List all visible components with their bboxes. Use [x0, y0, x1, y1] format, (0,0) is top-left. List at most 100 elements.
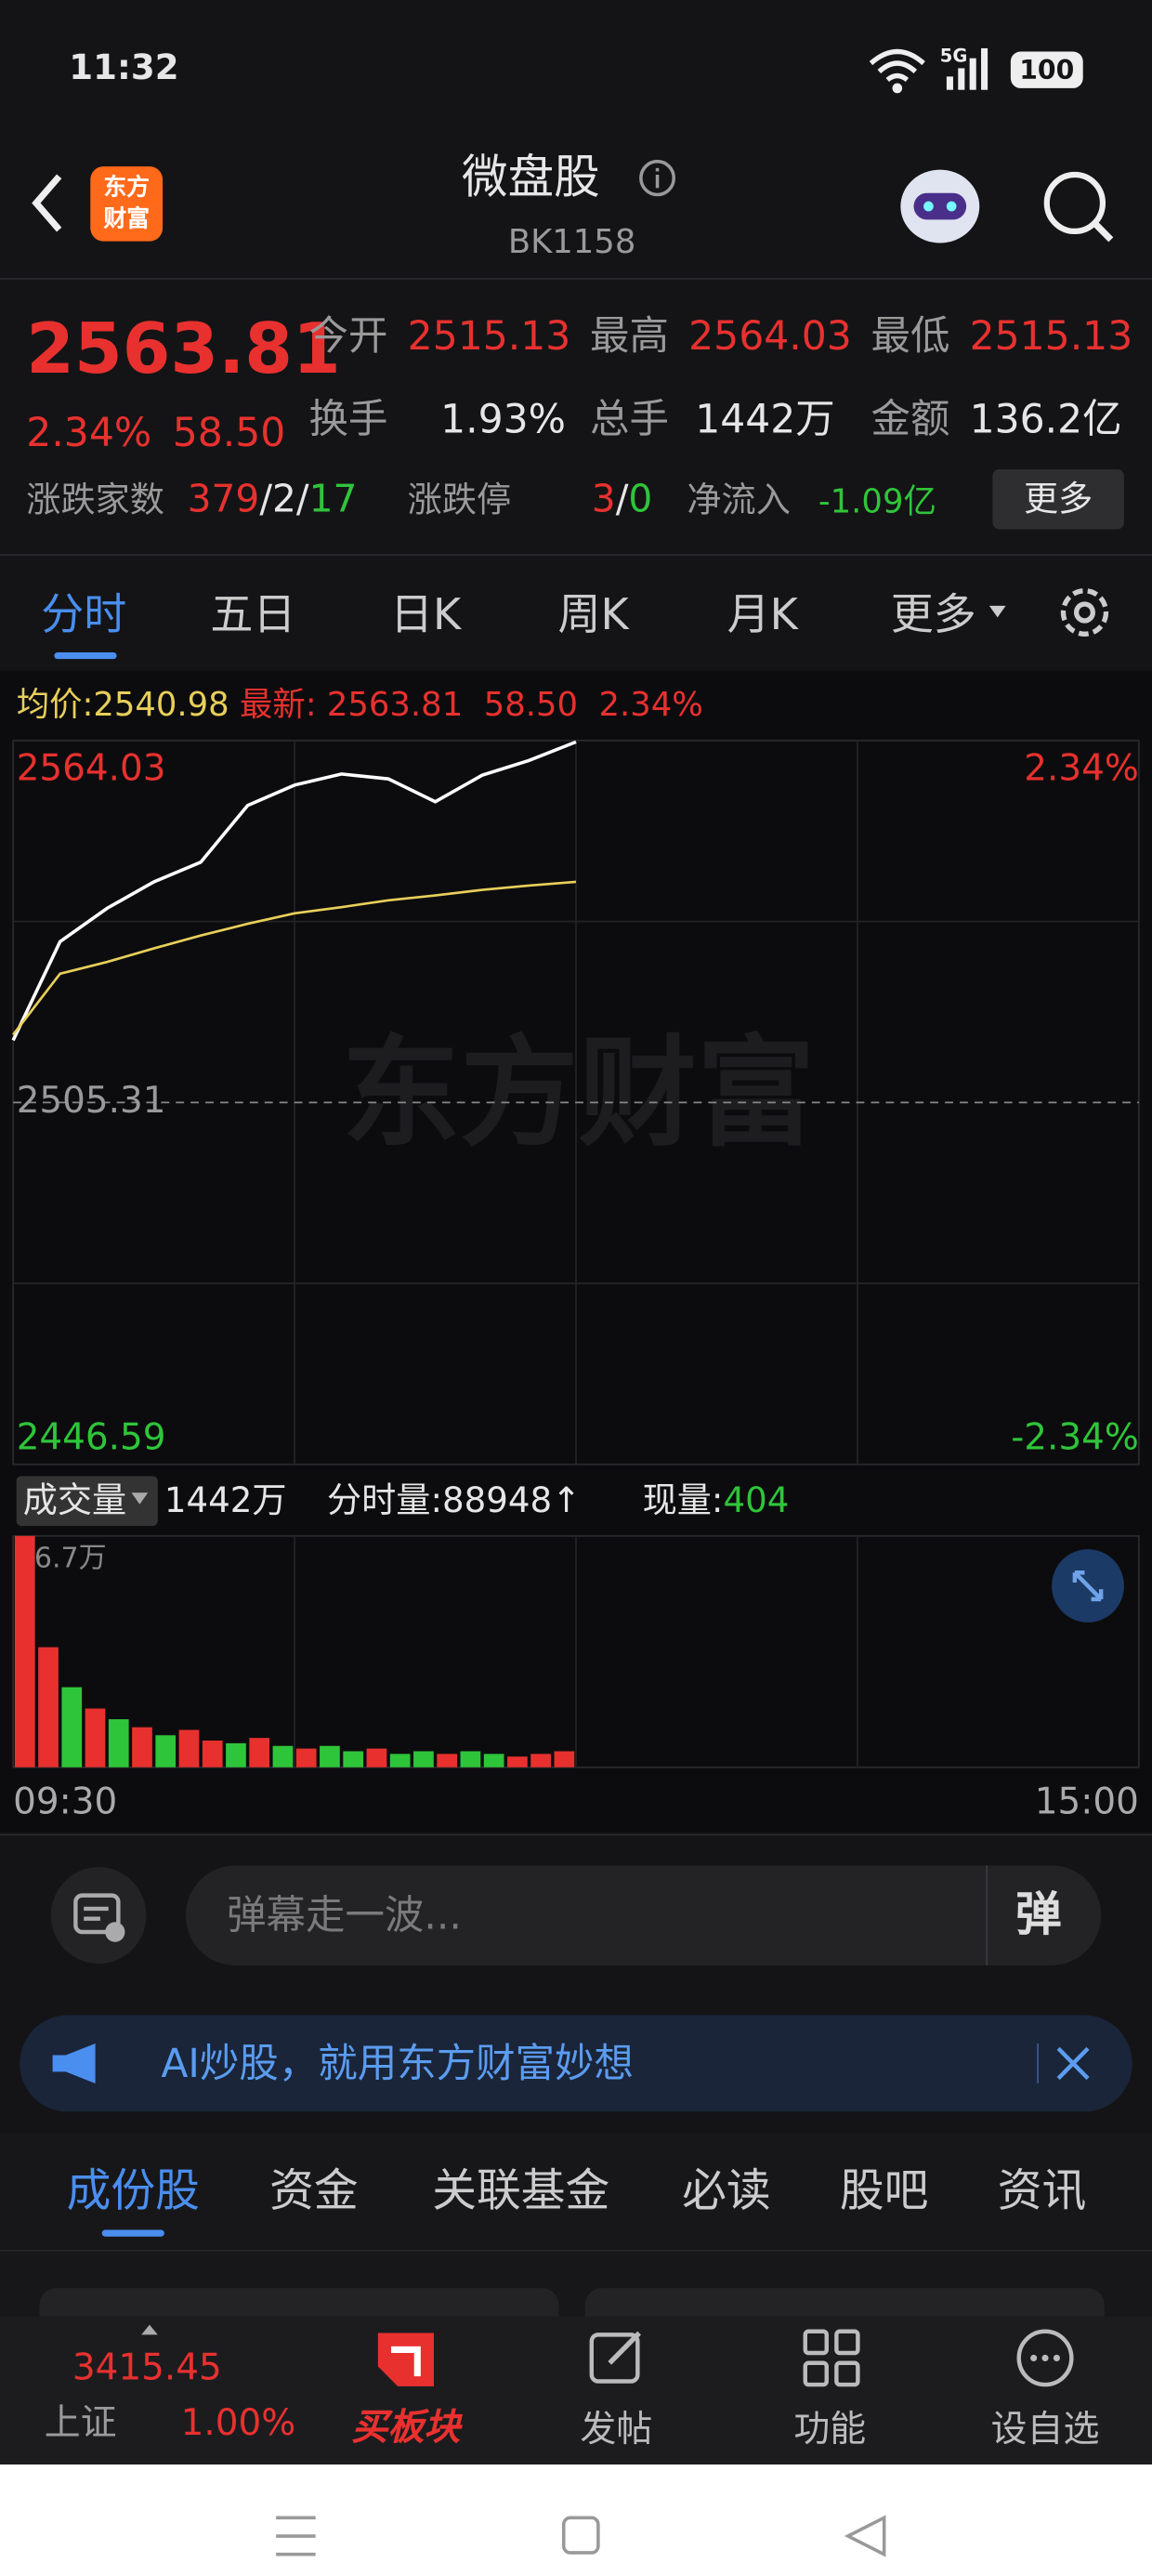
breadth-label: 涨跌家数 — [26, 480, 164, 520]
section-tab[interactable]: 成份股 — [66, 2165, 200, 2218]
y-tick-label: 2505.31 — [17, 1080, 166, 1122]
volume-bar — [272, 1745, 294, 1768]
volume-bar — [554, 1751, 575, 1768]
tab-indicator — [54, 651, 117, 660]
volume-bar — [437, 1754, 458, 1768]
divider — [0, 2250, 1152, 2252]
post[interactable]: 发帖 — [580, 2409, 653, 2451]
watchlist-icon — [1016, 2329, 1074, 2387]
volume-bar — [155, 1735, 177, 1768]
field-value: 1442万 — [695, 396, 835, 443]
volume-bar — [38, 1647, 59, 1768]
y2-tick-label: 2.34% — [1024, 747, 1139, 789]
danmaku-button[interactable]: 弹 — [1015, 1886, 1062, 1942]
expand-button[interactable] — [1050, 1547, 1125, 1623]
x-tick-label: 15:00 — [1035, 1781, 1139, 1822]
breadth: 379/2/17 — [187, 478, 358, 522]
field-label: 今开 — [308, 312, 388, 360]
limit: 3/0 — [591, 478, 653, 522]
volume-bar — [226, 1742, 246, 1768]
danmaku-input[interactable] — [185, 1865, 1102, 1965]
segment-label: 分时量: — [327, 1479, 442, 1520]
volume-bar — [413, 1751, 434, 1768]
section-tab[interactable]: 关联基金 — [432, 2165, 610, 2218]
current-volume: 现量:404 — [643, 1483, 790, 1518]
app-logo[interactable]: 东方 财富 — [90, 166, 164, 242]
avg-price: 2540.98 — [93, 683, 229, 724]
period-tab[interactable]: 月K — [727, 590, 798, 641]
back-button[interactable] — [23, 166, 72, 240]
danmaku-settings[interactable] — [49, 1865, 148, 1965]
change-pct: 2.34% — [26, 409, 152, 456]
system-nav — [0, 2464, 1152, 2576]
search-button[interactable] — [1039, 166, 1118, 246]
period-tab[interactable]: 更多 — [890, 590, 976, 641]
divider — [0, 278, 1152, 280]
volume-bar — [483, 1754, 504, 1768]
divider — [0, 1833, 1152, 1836]
limit-label: 涨跌停 — [407, 480, 512, 520]
status-time: 11:32 — [69, 47, 179, 88]
watchlist[interactable]: 设自选 — [990, 2409, 1100, 2451]
info-icon[interactable] — [637, 158, 676, 198]
latest-price: 2563.81 — [326, 683, 464, 724]
assistant-avatar[interactable] — [891, 160, 989, 253]
x-tick-label: 09:30 — [13, 1781, 117, 1822]
down-count: 17 — [308, 478, 358, 522]
volume-bar — [85, 1708, 106, 1768]
dropdown-arrow — [131, 1492, 149, 1505]
flat-count: 2 — [272, 478, 296, 522]
period-tab[interactable]: 五日 — [210, 590, 296, 641]
segment-volume: 分时量:88948↑ — [327, 1483, 581, 1518]
volume-bar — [366, 1748, 387, 1768]
period-tab[interactable]: 周K — [557, 590, 629, 641]
index-price[interactable]: 3415.45 — [72, 2347, 222, 2390]
functions[interactable]: 功能 — [793, 2409, 867, 2451]
limit-down: 0 — [628, 478, 653, 522]
section-tab[interactable]: 必读 — [682, 2165, 771, 2218]
ai-banner[interactable] — [20, 2015, 1132, 2112]
buy-sector[interactable]: 买板块 — [351, 2408, 461, 2450]
section-tab[interactable]: 股吧 — [839, 2165, 929, 2218]
settings-button[interactable] — [1055, 583, 1115, 642]
volume-selector[interactable] — [16, 1476, 158, 1527]
field-value: 2515.13 — [407, 312, 571, 360]
separator — [986, 1865, 988, 1965]
volume-bar — [132, 1727, 152, 1768]
section-tab[interactable]: 资金 — [269, 2165, 359, 2218]
separator — [1037, 2043, 1039, 2083]
change: 58.50 — [172, 409, 286, 456]
y-tick-label: 2564.03 — [17, 747, 166, 789]
field-value: 136.2亿 — [969, 396, 1122, 443]
functions-icon — [803, 2329, 860, 2387]
volume-bar — [460, 1751, 481, 1768]
field-label: 最低 — [871, 312, 950, 360]
banner-text: AI炒股，就用东方财富妙想 — [161, 2040, 634, 2087]
intraday-chart: 东方财富 2446.592505.312564.03-2.34%2.34%86.… — [11, 739, 1140, 1823]
divider — [0, 554, 1152, 557]
post-icon — [589, 2331, 641, 2384]
y-tick-label: 2446.59 — [17, 1416, 166, 1458]
volume-bar — [61, 1687, 83, 1768]
network: 5G — [940, 45, 967, 66]
bottom-bar — [0, 2316, 1152, 2465]
current-label: 现量: — [642, 1479, 724, 1520]
volume-bar — [530, 1754, 551, 1768]
field-value: 1.93% — [440, 396, 566, 443]
period-tab[interactable]: 日K — [390, 590, 462, 641]
logo-text: 财富 — [103, 206, 150, 233]
logo-text: 东方 — [103, 175, 150, 202]
volume-bar — [14, 1535, 35, 1768]
status-icons: 5G 100 — [869, 45, 1083, 94]
close-button[interactable] — [1055, 2045, 1092, 2082]
volume-bar — [343, 1751, 364, 1768]
field-value: 2564.03 — [688, 312, 852, 360]
index-change: 1.00% — [180, 2402, 296, 2445]
up-count: 379 — [187, 478, 260, 522]
section-tab[interactable]: 资讯 — [997, 2165, 1087, 2218]
latest-pct: 2.34% — [598, 683, 703, 724]
period-tab[interactable]: 分时 — [41, 590, 127, 641]
more-button[interactable]: 更多 — [992, 468, 1124, 530]
latest-change: 58.50 — [483, 683, 579, 724]
tab-indicator — [101, 2229, 164, 2237]
